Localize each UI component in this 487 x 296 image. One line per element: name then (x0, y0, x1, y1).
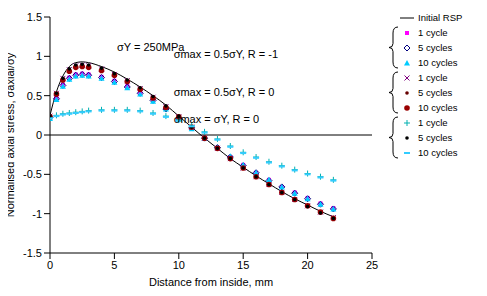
html-text:10 cycles: 10 cycles (418, 102, 458, 113)
html-text:5 cycles: 5 cycles (418, 42, 453, 53)
svg-text:Normalised axial stress, σaxia: Normalised axial stress, σaxial/σy (8, 52, 16, 217)
svg-text:σmax = 0.5σY, R = 0: σmax = 0.5σY, R = 0 (174, 86, 275, 98)
svg-text:0: 0 (36, 129, 42, 141)
svg-text:σmax = 0.5σY, R = -1: σmax = 0.5σY, R = -1 (174, 48, 278, 60)
svg-text:1.5: 1.5 (27, 11, 42, 23)
html-text:10 cycles: 10 cycles (418, 147, 458, 158)
svg-text:1: 1 (36, 50, 42, 62)
svg-text:10: 10 (173, 259, 185, 271)
html-text:1 cycle: 1 cycle (418, 27, 448, 38)
html-text:5 cycles: 5 cycles (418, 132, 453, 143)
svg-text:0.5: 0.5 (27, 90, 42, 102)
svg-text:σY = 250MPa: σY = 250MPa (117, 40, 185, 53)
svg-text:25: 25 (366, 259, 378, 271)
svg-text:15: 15 (237, 259, 249, 271)
html-text:10 cycles: 10 cycles (418, 57, 458, 68)
svg-text:Distance from inside, mm: Distance from inside, mm (149, 276, 273, 288)
html-text:1 cycle: 1 cycle (418, 72, 448, 83)
svg-text:-1.5: -1.5 (23, 247, 42, 259)
svg-text:σmax = σY, R = 0: σmax = σY, R = 0 (174, 113, 260, 125)
html-text:Initial RSP: Initial RSP (418, 12, 463, 23)
html-text:5 cycles: 5 cycles (418, 87, 453, 98)
svg-text:-0.5: -0.5 (23, 168, 42, 180)
svg-text:0: 0 (47, 259, 53, 271)
svg-text:20: 20 (301, 259, 313, 271)
svg-text:5: 5 (111, 259, 117, 271)
svg-text:-1: -1 (32, 208, 42, 220)
html-text:1 cycle: 1 cycle (418, 117, 448, 128)
